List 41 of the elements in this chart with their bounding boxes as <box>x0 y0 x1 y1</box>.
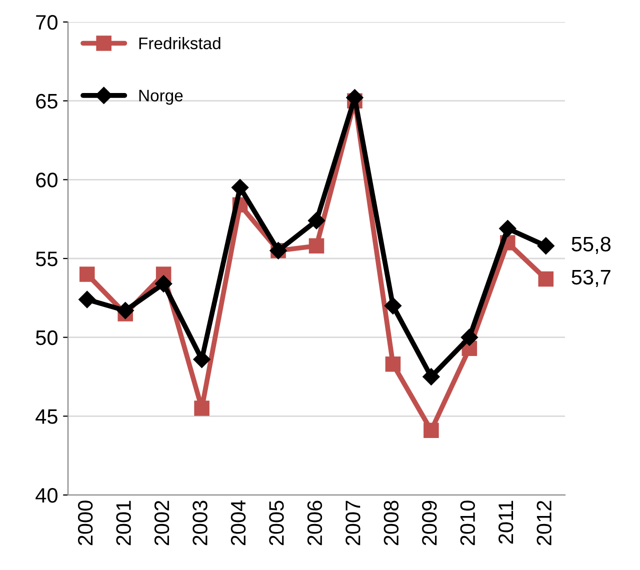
x-tick-label: 2003 <box>192 500 208 546</box>
x-tick-label: 2006 <box>307 500 322 546</box>
x-tick-label: 2005 <box>269 500 284 546</box>
x-tick-label: 2000 <box>78 500 93 546</box>
x-tick-label: 2011 <box>498 500 514 544</box>
x-tick-label: 2009 <box>422 500 437 546</box>
y-tick-label: 60 <box>36 172 58 188</box>
point <box>308 238 324 254</box>
x-tick-label: 2007 <box>346 500 360 546</box>
point <box>499 220 516 238</box>
point <box>538 271 554 287</box>
point <box>424 422 439 438</box>
legend-label: Fredrikstad <box>139 37 220 50</box>
y-tick-label: 55 <box>36 252 58 266</box>
y-tick-label: 40 <box>36 488 58 503</box>
point <box>385 356 401 372</box>
data-label: 53,7 <box>572 270 610 288</box>
point <box>155 275 172 292</box>
point <box>79 266 95 282</box>
point <box>78 290 96 308</box>
x-tick-label: 2008 <box>384 500 399 546</box>
y-tick-label: 70 <box>36 15 58 30</box>
point <box>231 179 249 196</box>
y-tick-label: 45 <box>36 409 58 424</box>
legend-label: Norge <box>139 90 183 105</box>
x-tick-label: 2004 <box>230 500 246 546</box>
point <box>194 400 210 416</box>
x-tick-label: 2002 <box>154 500 170 546</box>
point <box>537 237 554 254</box>
data-label: 55,8 <box>572 236 611 254</box>
point <box>193 350 210 368</box>
point <box>384 297 402 314</box>
y-tick-label: 65 <box>36 94 58 109</box>
x-tick-label: 2001 <box>116 500 131 546</box>
x-tick-label: 2010 <box>460 500 476 546</box>
y-tick-label: 50 <box>36 330 58 346</box>
point <box>308 212 326 230</box>
x-tick-label: 2012 <box>536 500 552 546</box>
point <box>116 302 134 320</box>
point <box>422 368 440 386</box>
point <box>460 328 478 346</box>
